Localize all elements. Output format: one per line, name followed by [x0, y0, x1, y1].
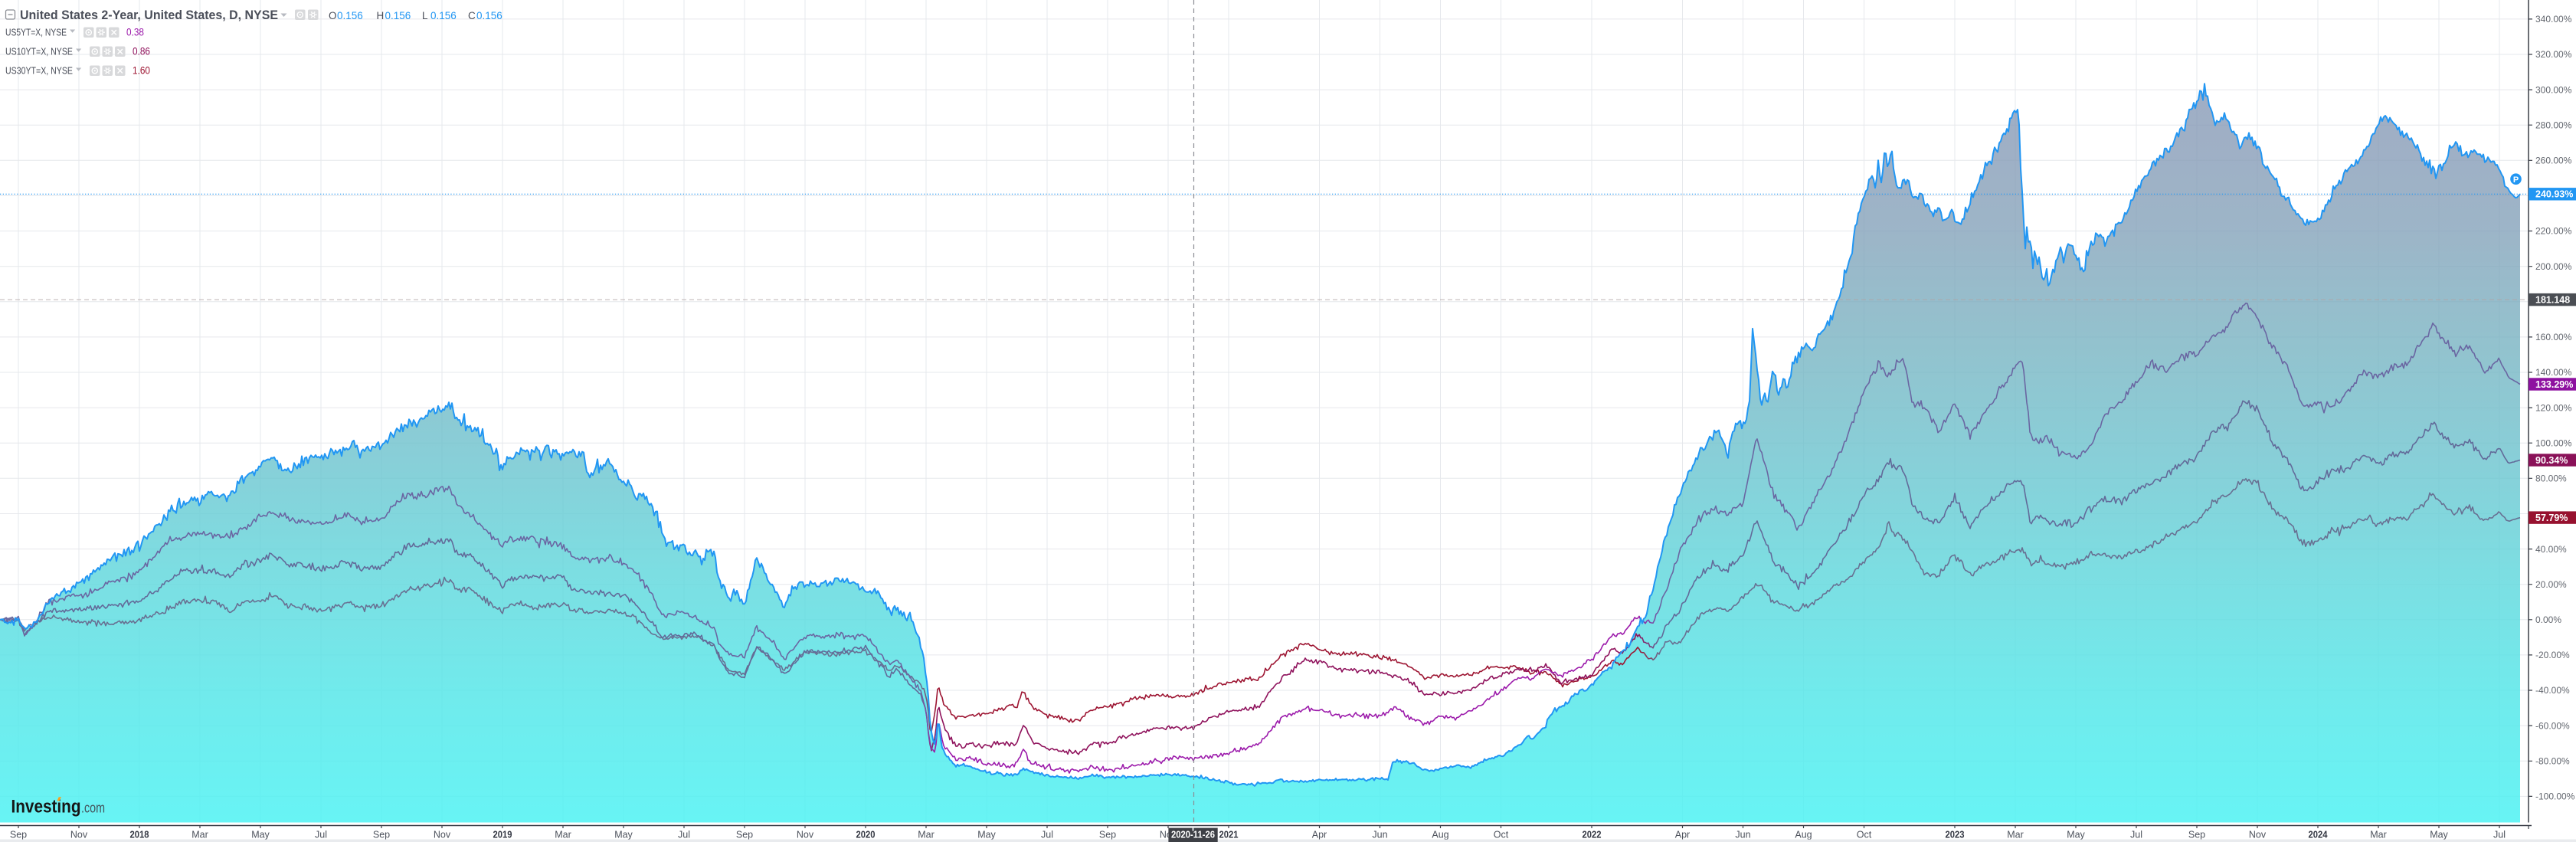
svg-text:Oct: Oct — [1494, 830, 1509, 840]
svg-text:57.79%: 57.79% — [2535, 513, 2568, 523]
svg-text:340.00%: 340.00% — [2535, 14, 2572, 25]
svg-text:20.00%: 20.00% — [2535, 579, 2567, 590]
svg-text:-40.00%: -40.00% — [2535, 685, 2570, 696]
svg-text:2022: 2022 — [1583, 830, 1602, 840]
svg-text:US5YT=X, NYSE: US5YT=X, NYSE — [5, 27, 67, 38]
svg-text:2023: 2023 — [1946, 830, 1965, 840]
svg-text:Apr: Apr — [1312, 830, 1327, 840]
svg-text:100.00%: 100.00% — [2535, 437, 2572, 448]
svg-text:240.93%: 240.93% — [2535, 189, 2573, 200]
svg-text:2024: 2024 — [2309, 830, 2328, 840]
svg-text:160.00%: 160.00% — [2535, 332, 2572, 342]
svg-text:-60.00%: -60.00% — [2535, 720, 2570, 731]
svg-text:0.156: 0.156 — [476, 10, 502, 21]
svg-text:Mar: Mar — [191, 830, 208, 840]
svg-text:Investing: Investing — [11, 797, 81, 817]
svg-text:US30YT=X, NYSE: US30YT=X, NYSE — [5, 65, 73, 77]
svg-text:Apr: Apr — [1675, 830, 1690, 840]
svg-text:80.00%: 80.00% — [2535, 473, 2567, 484]
svg-text:Nov: Nov — [434, 830, 451, 840]
svg-text:US10YT=X, NYSE: US10YT=X, NYSE — [5, 46, 73, 57]
svg-text:1.60: 1.60 — [133, 65, 150, 77]
svg-text:United States 2-Year, United S: United States 2-Year, United States, D, … — [20, 8, 278, 22]
svg-text:-100.00%: -100.00% — [2535, 791, 2575, 802]
svg-text:P: P — [2513, 175, 2519, 185]
svg-text:Aug: Aug — [1432, 830, 1448, 840]
svg-text:Nov: Nov — [2249, 830, 2267, 840]
svg-text:2020-11-26: 2020-11-26 — [1171, 830, 1215, 840]
svg-text:Nov: Nov — [70, 830, 88, 840]
svg-text:Nov: Nov — [797, 830, 814, 840]
svg-text:L: L — [422, 10, 428, 21]
svg-text:320.00%: 320.00% — [2535, 49, 2572, 60]
svg-text:May: May — [614, 830, 633, 840]
svg-text:133.29%: 133.29% — [2535, 379, 2573, 390]
svg-text:Mar: Mar — [555, 830, 571, 840]
svg-text:-20.00%: -20.00% — [2535, 650, 2570, 660]
svg-text:200.00%: 200.00% — [2535, 261, 2572, 272]
svg-text:Sep: Sep — [1099, 830, 1116, 840]
svg-text:140.00%: 140.00% — [2535, 367, 2572, 378]
svg-text:Jun: Jun — [1372, 830, 1387, 840]
svg-text:Jul: Jul — [2493, 830, 2506, 840]
svg-text:0.156: 0.156 — [337, 10, 363, 21]
svg-text:Mar: Mar — [2007, 830, 2024, 840]
svg-text:Mar: Mar — [918, 830, 934, 840]
svg-text:0.00%: 0.00% — [2535, 614, 2561, 625]
svg-text:May: May — [2430, 830, 2448, 840]
svg-text:2018: 2018 — [130, 830, 149, 840]
svg-text:O: O — [329, 10, 337, 21]
svg-text:2019: 2019 — [493, 830, 512, 840]
svg-text:0.156: 0.156 — [430, 10, 457, 21]
svg-text:C: C — [468, 10, 476, 21]
svg-text:-80.00%: -80.00% — [2535, 756, 2570, 767]
svg-text:Mar: Mar — [2370, 830, 2387, 840]
svg-text:Jul: Jul — [1041, 830, 1053, 840]
svg-text:2020: 2020 — [856, 830, 876, 840]
svg-text:Jul: Jul — [315, 830, 327, 840]
svg-text:220.00%: 220.00% — [2535, 226, 2572, 237]
svg-text:H: H — [377, 10, 385, 21]
svg-text:300.00%: 300.00% — [2535, 84, 2572, 95]
svg-text:May: May — [977, 830, 996, 840]
svg-text:40.00%: 40.00% — [2535, 544, 2567, 555]
svg-text:2021: 2021 — [1219, 830, 1239, 840]
svg-text:May: May — [251, 830, 270, 840]
svg-text:Oct: Oct — [1857, 830, 1872, 840]
svg-text:280.00%: 280.00% — [2535, 120, 2572, 130]
svg-text:Sep: Sep — [373, 830, 390, 840]
svg-text:May: May — [2067, 830, 2085, 840]
svg-text:0.38: 0.38 — [126, 27, 144, 38]
svg-text:0.156: 0.156 — [385, 10, 411, 21]
svg-text:0.86: 0.86 — [133, 46, 150, 57]
svg-text:Jun: Jun — [1735, 830, 1750, 840]
svg-text:120.00%: 120.00% — [2535, 402, 2572, 413]
svg-text:Jul: Jul — [678, 830, 690, 840]
svg-text:260.00%: 260.00% — [2535, 156, 2572, 166]
svg-text:Aug: Aug — [1795, 830, 1812, 840]
svg-text:Sep: Sep — [10, 830, 27, 840]
svg-text:.com: .com — [81, 801, 105, 816]
svg-text:181.148: 181.148 — [2535, 295, 2570, 306]
svg-text:Sep: Sep — [736, 830, 753, 840]
svg-text:Jul: Jul — [2130, 830, 2142, 840]
svg-text:90.34%: 90.34% — [2535, 455, 2568, 466]
svg-text:Sep: Sep — [2188, 830, 2205, 840]
